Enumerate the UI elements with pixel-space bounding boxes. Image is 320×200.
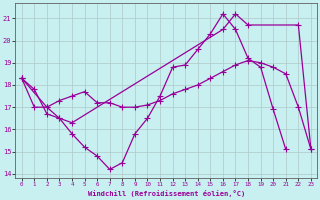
X-axis label: Windchill (Refroidissement éolien,°C): Windchill (Refroidissement éolien,°C) — [88, 190, 245, 197]
